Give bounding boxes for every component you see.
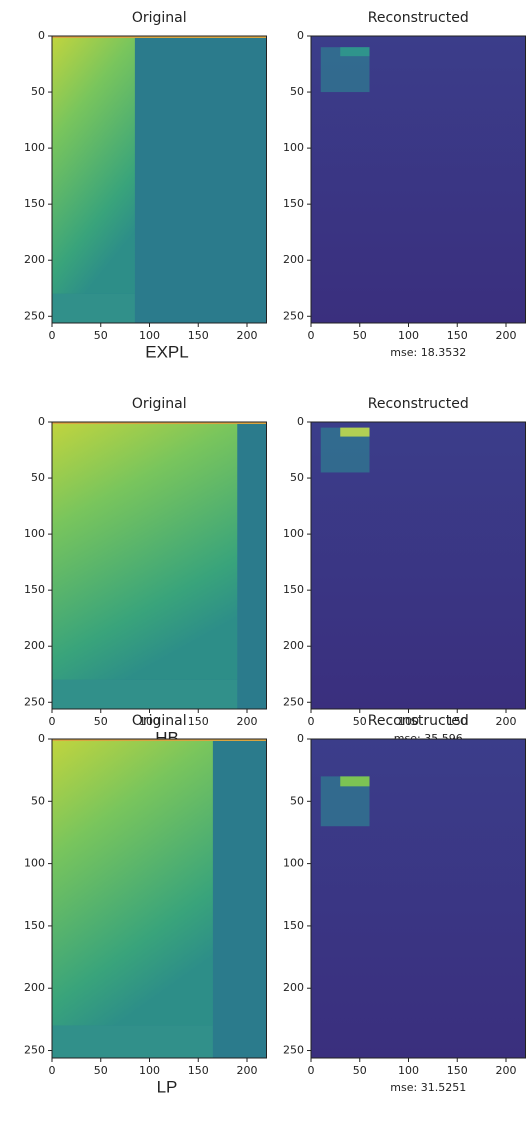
x-tick-label: 100 [139,329,160,342]
image-top-line [52,422,267,424]
y-tick-label: 0 [297,732,304,745]
image-hotspot [340,427,370,437]
x-tick-label: 200 [237,329,258,342]
x-tick-label: 0 [49,1064,56,1077]
panel-title: Original [132,10,187,26]
y-tick-label: 250 [24,1044,45,1057]
x-tick-label: 200 [496,1064,517,1077]
caption: LP [157,1077,178,1096]
y-tick-label: 250 [24,695,45,708]
panel-title: Reconstructed [368,396,469,412]
x-tick-label: 100 [139,715,160,728]
image-top-line [52,739,267,741]
y-tick-label: 250 [24,309,45,322]
y-tick-label: 200 [283,253,304,266]
image-low-band [52,679,238,709]
x-tick-label: 0 [308,329,315,342]
x-tick-label: 50 [94,329,108,342]
image-low-band [52,293,135,323]
y-tick-label: 200 [24,639,45,652]
y-tick-label: 100 [283,527,304,540]
y-tick-label: 150 [283,197,304,210]
y-tick-label: 0 [297,415,304,428]
x-tick-label: 200 [237,715,258,728]
x-tick-label: 200 [496,715,517,728]
plot-frame [51,421,267,710]
x-tick-label: 0 [308,1064,315,1077]
x-tick-label: 50 [94,1064,108,1077]
y-tick-label: 200 [24,981,45,994]
x-tick-label: 150 [447,715,468,728]
y-tick-label: 150 [24,583,45,596]
panel-title: Original [132,396,187,412]
x-tick-label: 100 [398,1064,419,1077]
image-hotspot [340,47,370,57]
y-tick-label: 0 [38,732,45,745]
y-tick-label: 50 [290,794,304,807]
y-tick-label: 50 [290,85,304,98]
x-tick-label: 0 [308,715,315,728]
x-tick-label: 200 [237,1064,258,1077]
y-tick-label: 0 [38,415,45,428]
x-tick-label: 100 [398,715,419,728]
x-tick-label: 150 [188,1064,209,1077]
image-top-line [52,36,267,38]
x-tick-label: 200 [496,329,517,342]
x-tick-label: 0 [49,329,56,342]
y-tick-label: 150 [24,197,45,210]
y-tick-label: 0 [38,29,45,42]
y-tick-label: 50 [290,471,304,484]
y-tick-label: 0 [297,29,304,42]
y-tick-label: 200 [283,981,304,994]
x-tick-label: 100 [398,329,419,342]
y-tick-label: 50 [31,85,45,98]
x-tick-label: 150 [188,715,209,728]
panel-title: Reconstructed [368,713,469,729]
x-tick-label: 150 [447,329,468,342]
y-tick-label: 100 [24,527,45,540]
y-tick-label: 50 [31,794,45,807]
image-low-band [52,1025,213,1058]
y-tick-label: 100 [24,857,45,870]
panel-title: Original [132,713,187,729]
image-hotspot [340,776,370,787]
y-tick-label: 100 [283,857,304,870]
y-tick-label: 150 [24,919,45,932]
plot-frame [51,738,267,1059]
x-tick-label: 50 [353,329,367,342]
caption: mse: 31.5251 [390,1081,466,1094]
y-tick-label: 250 [283,1044,304,1057]
y-tick-label: 100 [24,141,45,154]
x-tick-label: 150 [447,1064,468,1077]
y-tick-label: 200 [283,639,304,652]
y-tick-label: 50 [31,471,45,484]
y-tick-label: 250 [283,695,304,708]
x-tick-label: 50 [353,715,367,728]
y-tick-label: 150 [283,583,304,596]
image-bright-region [52,739,213,1026]
y-tick-label: 200 [24,253,45,266]
x-tick-label: 100 [139,1064,160,1077]
caption: EXPL [145,342,188,361]
image-bright-region [52,422,238,680]
x-tick-label: 50 [94,715,108,728]
x-tick-label: 150 [188,329,209,342]
y-tick-label: 250 [283,309,304,322]
y-tick-label: 100 [283,141,304,154]
x-tick-label: 50 [353,1064,367,1077]
caption: mse: 18.3532 [390,346,466,359]
x-tick-label: 0 [49,715,56,728]
plot-frame [51,35,267,324]
panel-title: Reconstructed [368,10,469,26]
image-bright-region [52,36,135,294]
y-tick-label: 150 [283,919,304,932]
